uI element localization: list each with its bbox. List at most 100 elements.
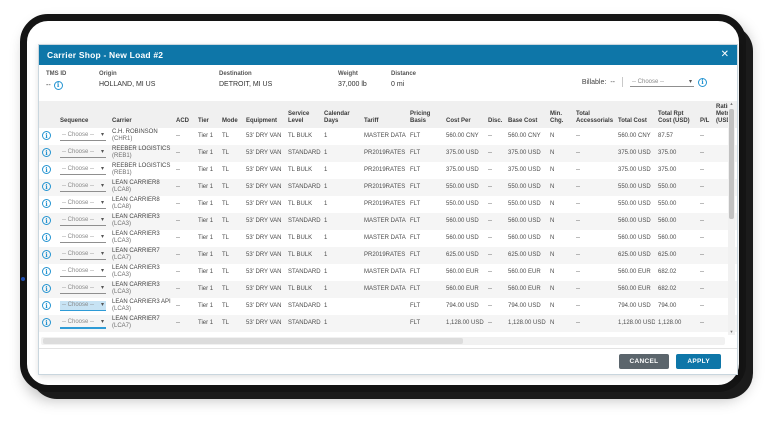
pricing-basis-cell: FLT <box>410 285 421 292</box>
mode-cell: TL <box>222 200 230 207</box>
total-cost-cell: 794.00 USD <box>618 302 651 309</box>
total-accessorials-cell: -- <box>576 234 580 241</box>
billable-info-icon[interactable]: i <box>698 77 707 87</box>
row-info-icon[interactable]: i <box>42 301 51 311</box>
sequence-dropdown[interactable]: -- Choose -- ▾ <box>60 233 106 244</box>
sequence-dropdown[interactable]: -- Choose -- ▾ <box>60 216 106 227</box>
column-header: Base Cost <box>505 101 547 128</box>
chevron-down-icon: ▾ <box>100 268 104 275</box>
mode-cell: TL <box>222 149 230 156</box>
service-level-cell: STANDARD <box>288 268 321 275</box>
pricing-basis-cell: FLT <box>410 251 421 258</box>
acd-cell: -- <box>176 200 180 207</box>
total-accessorials-cell: -- <box>576 149 580 156</box>
summary-field: Distance 0 mi <box>391 71 451 88</box>
tariff-cell: PR2019RATES <box>364 200 406 207</box>
scroll-up-icon[interactable]: ▲ <box>729 101 734 106</box>
column-header: Calendar Days <box>321 101 361 128</box>
row-info-icon[interactable]: i <box>42 318 51 328</box>
total-cost-cell: 550.00 USD <box>618 183 651 190</box>
dialog-title: Carrier Shop - New Load #2 <box>47 50 164 60</box>
sequence-dropdown[interactable]: -- Choose -- ▾ <box>60 301 106 312</box>
pl-cell: -- <box>700 166 704 173</box>
base-cost-cell: 560.00 EUR <box>508 285 541 292</box>
row-info-icon[interactable]: i <box>42 267 51 277</box>
sequence-dropdown[interactable]: -- Choose -- ▾ <box>60 250 106 261</box>
sequence-dropdown[interactable]: -- Choose -- ▾ <box>60 165 106 176</box>
close-icon[interactable]: ✕ <box>720 49 729 60</box>
summary-field-value: HOLLAND, MI US <box>99 81 156 88</box>
pricing-basis-cell: FLT <box>410 217 421 224</box>
pl-cell: -- <box>700 319 704 326</box>
bezel-dot <box>21 277 25 281</box>
apply-button[interactable]: APPLY <box>676 354 721 369</box>
pl-cell: -- <box>700 200 704 207</box>
column-header: P/L <box>697 101 713 128</box>
summary-field-value: 0 mi <box>391 81 405 88</box>
column-header: ACD <box>173 101 195 128</box>
pricing-basis-cell: FLT <box>410 149 421 156</box>
equipment-cell: 53' DRY VAN <box>246 200 282 207</box>
min-chg-cell: N <box>550 166 555 173</box>
cost-per-cell: 794.00 USD <box>446 302 479 309</box>
min-chg-cell: N <box>550 200 555 207</box>
carrier-shop-dialog: Carrier Shop - New Load #2 ✕ TMS ID -- i Or… <box>38 44 738 375</box>
scroll-down-icon[interactable]: ▼ <box>729 329 734 334</box>
sequence-dropdown[interactable]: -- Choose -- ▾ <box>60 318 106 329</box>
summary-field-label: Origin <box>99 71 117 77</box>
equipment-cell: 53' DRY VAN <box>246 183 282 190</box>
calendar-days-cell: 1 <box>324 251 328 258</box>
min-chg-cell: N <box>550 183 555 190</box>
service-level-cell: STANDARD <box>288 319 321 326</box>
info-icon[interactable]: i <box>53 81 63 90</box>
sequence-dropdown[interactable]: -- Choose -- ▾ <box>60 267 106 278</box>
mode-cell: TL <box>222 166 230 173</box>
equipment-cell: 53' DRY VAN <box>246 217 282 224</box>
hscrollbar-thumb[interactable] <box>43 338 463 344</box>
row-info-icon[interactable]: i <box>42 148 51 158</box>
sequence-dropdown[interactable]: -- Choose -- ▾ <box>60 131 106 142</box>
row-info-icon[interactable]: i <box>42 131 51 141</box>
tier-cell: Tier 1 <box>198 183 214 190</box>
pricing-basis-cell: FLT <box>410 166 421 173</box>
row-info-icon[interactable]: i <box>42 182 51 192</box>
cost-per-cell: 550.00 USD <box>446 183 479 190</box>
vertical-scrollbar[interactable]: ▲ ▼ <box>728 101 735 335</box>
chevron-down-icon: ▾ <box>100 183 104 190</box>
row-info-icon[interactable]: i <box>42 199 51 209</box>
row-info-icon[interactable]: i <box>42 233 51 243</box>
billable-dropdown[interactable]: -- Choose -- ▾ <box>630 78 694 87</box>
sequence-dropdown[interactable]: -- Choose -- ▾ <box>60 284 106 295</box>
service-level-cell: STANDARD <box>288 217 321 224</box>
pl-cell: -- <box>700 132 704 139</box>
column-header: Min. Chg. <box>547 101 573 128</box>
row-info-icon[interactable]: i <box>42 216 51 226</box>
carrier-cell: LEAN CARRIER3 (LCA3) <box>112 213 160 228</box>
acd-cell: -- <box>176 149 180 156</box>
row-info-icon[interactable]: i <box>42 250 51 260</box>
scrollbar-thumb[interactable] <box>729 109 734 219</box>
pricing-basis-cell: FLT <box>410 302 421 309</box>
chevron-down-icon: ▾ <box>100 200 104 207</box>
row-info-icon[interactable]: i <box>42 165 51 175</box>
acd-cell: -- <box>176 251 180 258</box>
row-info-icon[interactable]: i <box>42 284 51 294</box>
table-body: i -- Choose -- ▾ C.H. ROBINSON (CHR1) -- Tier … <box>39 128 737 332</box>
service-level-cell: TL BULK <box>288 285 313 292</box>
min-chg-cell: N <box>550 251 555 258</box>
calendar-days-cell: 1 <box>324 302 328 309</box>
horizontal-scrollbar[interactable] <box>41 337 725 345</box>
cost-per-cell: 550.00 USD <box>446 200 479 207</box>
cancel-button[interactable]: CANCEL <box>618 354 670 369</box>
sequence-dropdown[interactable]: -- Choose -- ▾ <box>60 148 106 159</box>
min-chg-cell: N <box>550 132 555 139</box>
calendar-days-cell: 1 <box>324 149 328 156</box>
tier-cell: Tier 1 <box>198 166 214 173</box>
summary-field-value: DETROIT, MI US <box>219 81 273 88</box>
base-cost-cell: 375.00 USD <box>508 149 541 156</box>
total-rpt-cost-cell: 682.02 <box>658 268 677 275</box>
sequence-dropdown[interactable]: -- Choose -- ▾ <box>60 182 106 193</box>
sequence-dropdown[interactable]: -- Choose -- ▾ <box>60 199 106 210</box>
disc-cell: -- <box>488 268 492 275</box>
tariff-cell: PR2019RATES <box>364 166 406 173</box>
